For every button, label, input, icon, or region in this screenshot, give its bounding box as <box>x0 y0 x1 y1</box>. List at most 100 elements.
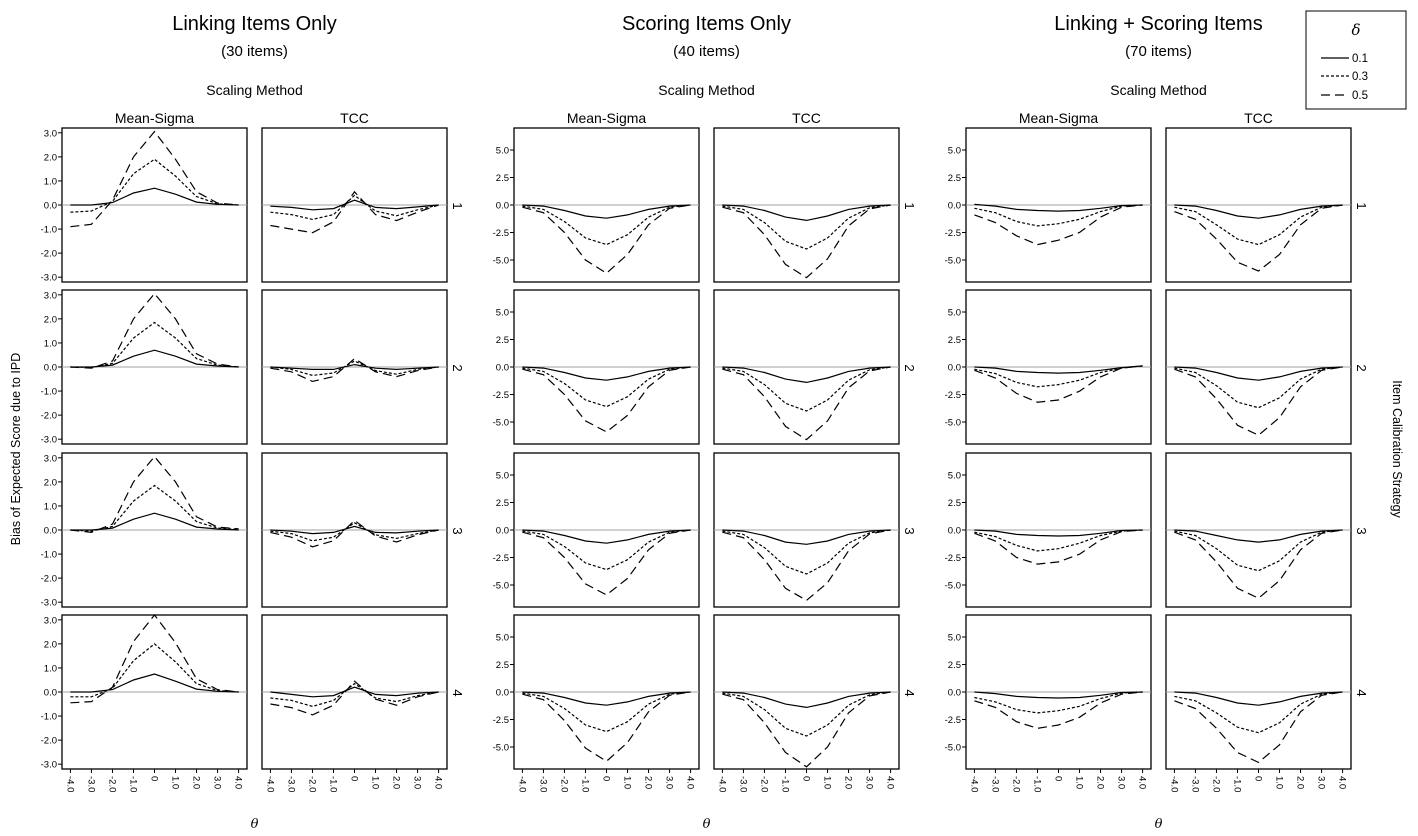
x-tick-label: -1.0 <box>1231 776 1242 792</box>
series-line-delta-01 <box>270 525 439 535</box>
facet-panel: 3 <box>713 452 917 608</box>
group-subtitle: (70 items) <box>1125 43 1192 60</box>
series-line-delta-05 <box>974 691 1143 729</box>
series-line-delta-01 <box>722 691 891 709</box>
chart-groups: Linking Items Only (30 items) Scaling Meth… <box>41 13 1369 832</box>
legend: δ 0.1 0.3 0.5 <box>1305 10 1407 110</box>
y-tick-label: -2.0 <box>41 411 57 422</box>
x-tick-label: 0 <box>1053 776 1064 781</box>
y-tick-label: 0.0 <box>948 201 961 212</box>
y-tick-label: -5.0 <box>945 418 961 429</box>
group-title: Linking + Scoring Items <box>1054 13 1262 35</box>
series-line-delta-01 <box>722 366 891 384</box>
method-column-header: Mean-Sigma <box>115 110 195 126</box>
series-line-delta-05 <box>974 204 1143 246</box>
series-line-delta-01 <box>974 691 1143 699</box>
series-line-delta-05 <box>974 365 1143 403</box>
y-tick-label: -1.0 <box>41 387 57 398</box>
series-line-delta-05 <box>722 691 891 768</box>
facet-panel: 5.0 2.5 0.0 -2.5 -5.0 <box>493 452 700 608</box>
x-tick-label: 1.0 <box>822 776 833 789</box>
x-tick-label: 1.0 <box>622 776 633 789</box>
x-tick-label: -1.0 <box>1031 776 1042 792</box>
y-tick-label: 2.0 <box>44 639 57 650</box>
series-line-delta-05 <box>70 614 239 704</box>
series-line-delta-03 <box>522 204 691 246</box>
series-line-delta-03 <box>522 691 691 733</box>
method-column-header: TCC <box>792 110 821 126</box>
series-line-delta-05 <box>722 204 891 279</box>
x-tick-label: -3.0 <box>537 776 548 792</box>
group-subtitle: (40 items) <box>673 43 740 60</box>
facet-panel: 3 <box>261 452 465 608</box>
series-line-delta-01 <box>522 204 691 219</box>
legend-label-2: 0.3 <box>1352 71 1368 83</box>
series-line-delta-05 <box>270 357 439 383</box>
y-tick-label: -3.0 <box>41 760 57 771</box>
series-line-delta-03 <box>522 529 691 571</box>
series-line-delta-03 <box>270 360 439 377</box>
y-tick-label: 5.0 <box>948 308 961 319</box>
scaling-method-label: Scaling Method <box>206 82 303 98</box>
series-line-delta-03 <box>1174 529 1343 572</box>
y-tick-label: 3.0 <box>44 290 57 301</box>
y-tick-label: -2.5 <box>945 715 961 726</box>
y-tick-label: 0.0 <box>496 526 509 537</box>
y-tick-label: -3.0 <box>41 435 57 446</box>
x-tick-label: 2.0 <box>843 776 854 789</box>
legend-box <box>1305 10 1407 110</box>
series-line-delta-03 <box>722 366 891 412</box>
series-line-delta-03 <box>270 522 439 542</box>
series-line-delta-05 <box>974 529 1143 565</box>
legend-title: δ <box>1351 21 1360 39</box>
x-tick-label: 4.0 <box>433 776 444 789</box>
facet-panel: 1 <box>261 127 465 283</box>
row-facet-label: 4 <box>450 689 465 696</box>
x-tick-label: -4.0 <box>516 776 527 792</box>
row-facet-label: 2 <box>902 364 917 371</box>
x-axis-label-theta: θ <box>703 817 711 831</box>
facet-panel: 4 -4.0 -3.0 -2.0 -1.0 0 1.0 2.0 3.0 4.0 <box>1165 614 1369 792</box>
series-line-delta-01 <box>1174 691 1343 706</box>
x-tick-label: -2.0 <box>306 776 317 792</box>
facet-panel: 4 -4.0 -3.0 -2.0 -1.0 0 1.0 2.0 3.0 4.0 <box>261 614 465 792</box>
series-line-delta-01 <box>1174 529 1343 543</box>
x-tick-label: 4.0 <box>685 776 696 789</box>
x-tick-label: -1.0 <box>327 776 338 792</box>
facet-panel: 3.0 2.0 1.0 0.0 -1.0 -2.0 -3.0 <box>41 127 248 284</box>
y-tick-label: 2.5 <box>948 660 961 671</box>
facet-panel: 3.0 2.0 1.0 0.0 -1.0 -2.0 -3.0 <box>41 289 248 446</box>
x-tick-label: 2.0 <box>643 776 654 789</box>
x-tick-label: 0 <box>801 776 812 781</box>
row-facet-label: 1 <box>1354 202 1369 209</box>
y-tick-label: -5.0 <box>493 418 509 429</box>
y-tick-label: -2.5 <box>945 390 961 401</box>
scaling-method-label: Scaling Method <box>658 82 755 98</box>
series-line-delta-05 <box>522 204 691 274</box>
method-column-header: Mean-Sigma <box>1019 110 1099 126</box>
x-tick-label: 3.0 <box>664 776 675 789</box>
y-tick-label: 0.0 <box>948 688 961 699</box>
y-tick-label: -2.0 <box>41 736 57 747</box>
series-line-delta-03 <box>974 204 1143 227</box>
series-line-delta-01 <box>522 529 691 544</box>
row-facet-label: 1 <box>450 202 465 209</box>
scaling-method-label: Scaling Method <box>1110 82 1207 98</box>
series-line-delta-05 <box>522 529 691 596</box>
y-tick-label: 5.0 <box>496 308 509 319</box>
y-axis-label: Bias of Expected Score due to IPD <box>9 353 23 545</box>
y-tick-label: -5.0 <box>493 743 509 754</box>
y-tick-label: 0.0 <box>496 201 509 212</box>
x-tick-label: -4.0 <box>716 776 727 792</box>
series-line-delta-03 <box>70 643 239 698</box>
x-tick-label: 2.0 <box>391 776 402 789</box>
series-line-delta-03 <box>270 682 439 708</box>
y-tick-label: -1.0 <box>41 712 57 723</box>
y-tick-label: 2.5 <box>496 660 509 671</box>
x-tick-label: -4.0 <box>64 776 75 792</box>
y-tick-label: 2.5 <box>496 498 509 509</box>
facet-panel: 5.0 2.5 0.0 -2.5 -5.0 <box>945 289 1152 445</box>
x-tick-label: -4.0 <box>968 776 979 792</box>
x-tick-label: 3.0 <box>1116 776 1127 789</box>
